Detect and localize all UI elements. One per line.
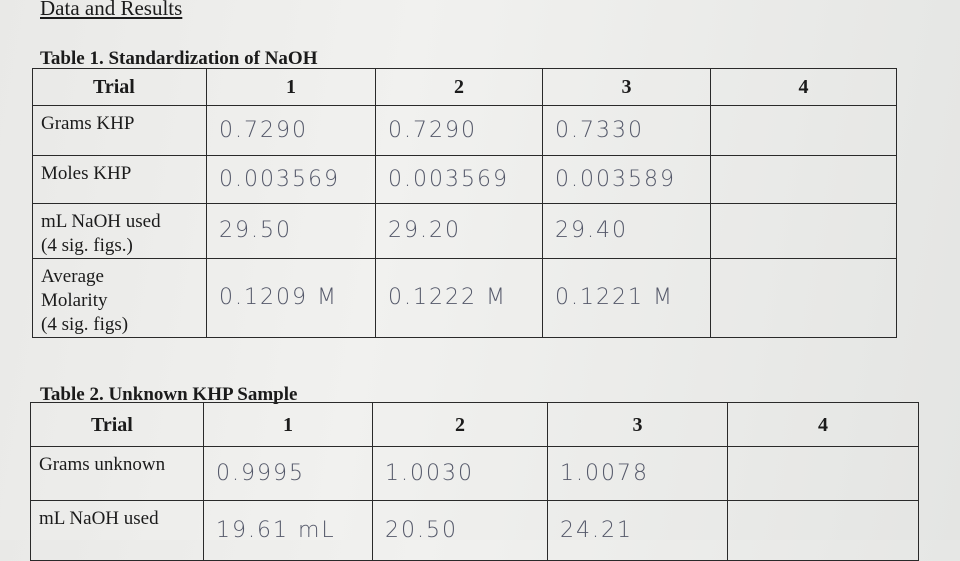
row-label: Average Molarity (4 sig. figs) [32, 258, 207, 338]
cell-value: 0.003589 [542, 155, 711, 204]
cell-value: 0.9995 [203, 446, 373, 501]
heading: Data and Results [40, 0, 183, 20]
header-cell: 1 [203, 402, 373, 447]
table-row: Grams KHP 0.7290 0.7290 0.7330 [32, 105, 897, 156]
cell-value: 19.61 mL [203, 500, 373, 561]
table-row: Moles KHP 0.003569 0.003569 0.003589 [32, 155, 897, 204]
empty-cell [727, 446, 919, 501]
header-row: Trial 1 2 3 4 [32, 68, 897, 106]
table-title: Table 2. Unknown KHP Sample [40, 384, 298, 405]
row-label: Grams KHP [32, 105, 207, 156]
table-row: Grams unknown 0.9995 1.0030 1.0078 [30, 446, 919, 501]
cell-value: 29.50 [206, 203, 376, 259]
row-label: mL NaOH used (4 sig. figs.) [32, 203, 207, 259]
table-row: mL NaOH used 19.61 mL 20.50 24.21 [30, 500, 919, 561]
cell-value: 0.003569 [206, 155, 376, 204]
cell-value: 29.40 [542, 203, 711, 259]
header-cell: 3 [542, 68, 711, 106]
table-title: Table 1. Standardization of NaOH [40, 48, 318, 69]
table: Trial 1 2 3 4 Grams KHP 0.7290 0.7290 0.7330 Mole… [32, 68, 897, 338]
header-cell: 2 [375, 68, 543, 106]
header-cell: Trial [32, 68, 207, 106]
header-cell: 4 [710, 68, 897, 106]
cell-value: 0.003569 [375, 155, 543, 204]
row-label: mL NaOH used [30, 500, 204, 561]
cell-value: 0.1221 M [542, 258, 711, 338]
cell-value: 24.21 [547, 500, 728, 561]
cell-value: 0.7290 [206, 105, 376, 156]
row-label: Grams unknown [30, 446, 204, 501]
cell-value: 0.7330 [542, 105, 711, 156]
cell-value: 20.50 [372, 500, 548, 561]
header-cell: 1 [206, 68, 376, 106]
cell-value: 1.0030 [372, 446, 548, 501]
cell-value: 1.0078 [547, 446, 728, 501]
table-row: Average Molarity (4 sig. figs) 0.1209 M 0.… [32, 258, 897, 338]
empty-cell [710, 105, 897, 156]
empty-cell [710, 203, 897, 259]
header-cell: Trial [30, 402, 204, 447]
table: Trial 1 2 3 4 Grams unknown 0.9995 1.0030 1.0078… [30, 402, 919, 561]
cell-value: 29.20 [375, 203, 543, 259]
empty-cell [710, 155, 897, 204]
header-row: Trial 1 2 3 4 [30, 402, 919, 447]
row-label: Moles KHP [32, 155, 207, 204]
header-cell: 4 [727, 402, 919, 447]
cell-value: 0.1222 M [375, 258, 543, 338]
table-row: mL NaOH used (4 sig. figs.) 29.50 29.20 29.… [32, 203, 897, 259]
header-cell: 3 [547, 402, 728, 447]
empty-cell [710, 258, 897, 338]
cell-value: 0.1209 M [206, 258, 376, 338]
header-cell: 2 [372, 402, 548, 447]
cell-value: 0.7290 [375, 105, 543, 156]
empty-cell [727, 500, 919, 561]
